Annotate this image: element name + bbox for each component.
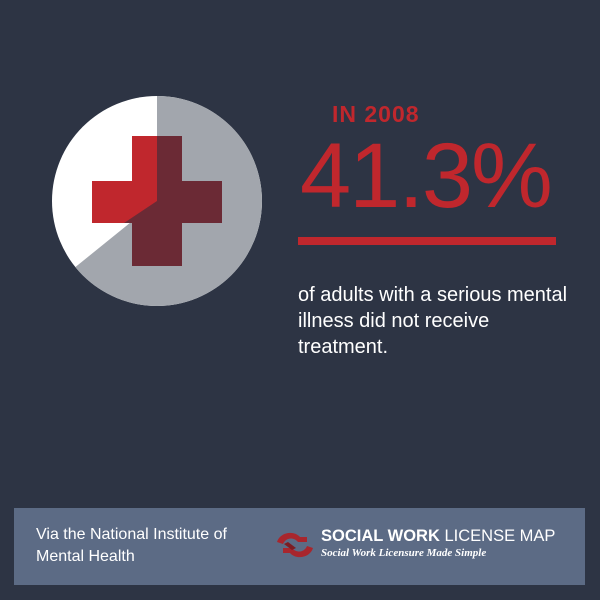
brand-name: SOCIAL WORK LICENSE MAP — [321, 527, 556, 545]
linked-hands-logo-icon — [277, 532, 313, 558]
year-label: IN 2008 — [332, 101, 420, 127]
statistic-description: of adults with a serious mental illness … — [298, 284, 568, 358]
statistic-value: 41.3% — [300, 125, 553, 227]
divider — [298, 237, 556, 245]
brand-tagline: Social Work Licensure Made Simple — [321, 547, 487, 559]
footer-band: Via the National Institute of Mental Hea… — [14, 508, 585, 585]
brand-logo: SOCIAL WORK LICENSE MAP Social Work Lice… — [274, 526, 574, 566]
medical-cross-icon — [52, 96, 262, 306]
source-credit: Via the National Institute of Mental Hea… — [36, 526, 227, 565]
